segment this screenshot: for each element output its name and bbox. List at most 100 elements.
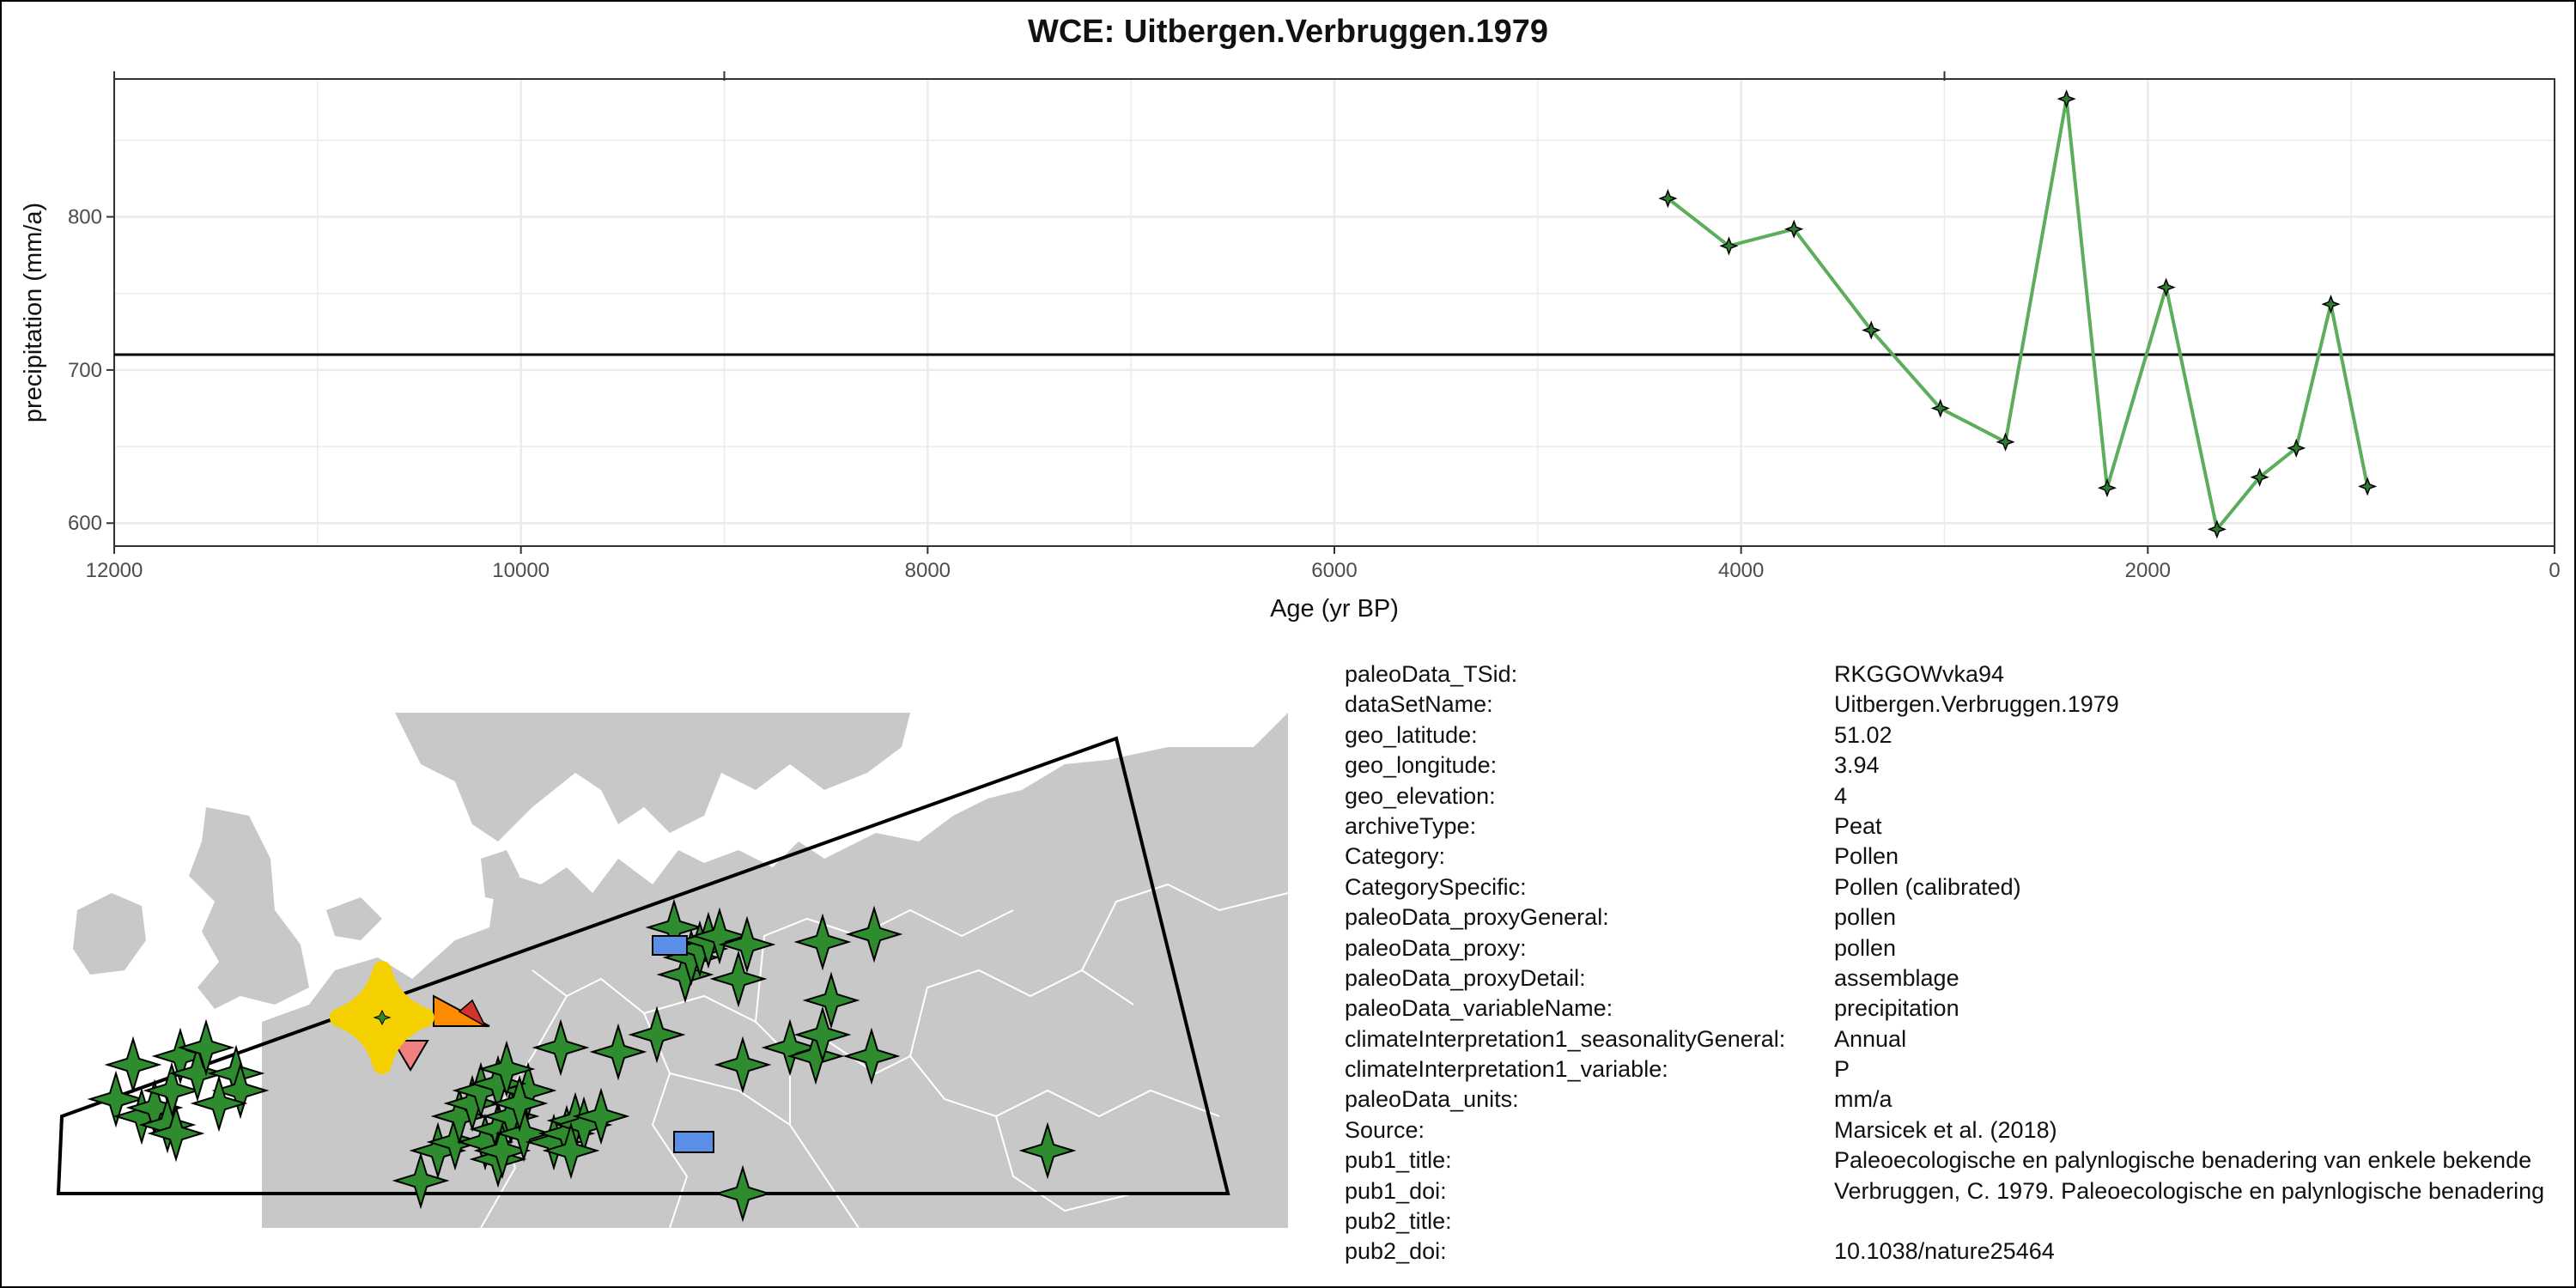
- grid: [112, 79, 2556, 546]
- pink-down-triangle-icon: [392, 1040, 429, 1072]
- metadata-key: pub2_doi:: [1345, 1238, 1447, 1265]
- four-point-star-icon: [714, 1164, 772, 1223]
- metadata-value: Verbruggen, C. 1979. Paleoecologische en…: [1834, 1177, 2545, 1204]
- data-point: [2358, 477, 2378, 496]
- data-point: [1930, 398, 1950, 418]
- metadata-key: dataSetName:: [1345, 691, 1493, 718]
- metadata-key: paleoData_TSid:: [1345, 661, 1518, 687]
- blue-rectangle-icon: [673, 1131, 714, 1153]
- four-point-star-icon: [628, 1005, 686, 1064]
- four-point-star-icon: [802, 971, 860, 1030]
- four-point-star-icon: [761, 1018, 819, 1077]
- four-point-star-icon: [147, 1104, 205, 1163]
- four-point-star-icon: [177, 1018, 235, 1077]
- x-axis-title: Age (yr BP): [1270, 595, 1399, 623]
- data-point: [2207, 519, 2227, 539]
- metadata-key: pub1_doi:: [1345, 1177, 1447, 1204]
- four-point-star-icon: [690, 907, 749, 965]
- four-point-star-icon: [87, 1070, 145, 1128]
- x-tick-label: 10000: [492, 559, 550, 582]
- data-point: [2250, 467, 2269, 487]
- metadata-key: climateInterpretation1_variable:: [1345, 1056, 1668, 1083]
- four-point-star-icon: [572, 1087, 630, 1145]
- data-point: [2321, 295, 2341, 314]
- metadata-key: archiveType:: [1345, 812, 1477, 839]
- four-point-star-icon: [709, 950, 768, 1008]
- metadata-key: geo_longitude:: [1345, 752, 1498, 779]
- metadata-key: paleoData_variableName:: [1345, 995, 1613, 1022]
- data-points: [1658, 89, 2378, 539]
- red-triangle-icon: [458, 999, 487, 1028]
- data-point: [1784, 219, 1804, 239]
- x-tick-label: 12000: [86, 559, 143, 582]
- four-point-star-icon: [426, 1113, 484, 1171]
- y-tick-label: 600: [68, 512, 102, 535]
- data-point: [2287, 438, 2306, 458]
- metadata-key: pub2_title:: [1345, 1208, 1452, 1235]
- data-point: [1719, 236, 1739, 256]
- metadata-value: Pollen (calibrated): [1834, 873, 2021, 900]
- scandinavia-landmass: [395, 713, 910, 841]
- metadata-value: Peat: [1834, 812, 1882, 839]
- region-boundary: [56, 736, 1230, 1195]
- highlighted-site: [330, 961, 434, 1074]
- metadata-value: Paleoecologische en palynlogische benade…: [1834, 1147, 2532, 1174]
- axis-ticks: 12000 10000 8000 6000 4000 2000 0 600 700 800: [68, 71, 2561, 582]
- x-tick-label: 0: [2549, 559, 2560, 582]
- metadata-value: RKGGOWvka94: [1834, 661, 2005, 687]
- four-point-star-icon: [190, 1074, 248, 1133]
- data-point: [1658, 189, 1678, 209]
- metadata-key: paleoData_units:: [1345, 1086, 1519, 1113]
- x-tick-label: 4000: [1718, 559, 1764, 582]
- four-point-star-icon: [477, 1040, 536, 1098]
- metadata-value: 3.94: [1834, 752, 1880, 779]
- metadata-key: pub1_title:: [1345, 1147, 1452, 1174]
- great-britain-landmass: [189, 807, 309, 1009]
- x-tick-label: 6000: [1311, 559, 1357, 582]
- time-series-plot: 12000 10000 8000 6000 4000 2000 0 600 700 800 Age…: [20, 71, 2561, 623]
- metadata-value: 4: [1834, 782, 1848, 809]
- metadata-value: 51.02: [1834, 721, 1893, 748]
- four-point-star-icon: [490, 1074, 549, 1133]
- metadata-value: 10.1038/nature25464: [1834, 1238, 2055, 1265]
- four-point-star-icon: [104, 1036, 162, 1094]
- metadata-key: Category:: [1345, 843, 1446, 870]
- metadata-key: CategorySpecific:: [1345, 873, 1527, 900]
- four-point-star-icon: [589, 1023, 647, 1081]
- four-point-star-icon: [793, 1005, 852, 1064]
- iceland-edge-landmass: [326, 897, 382, 940]
- metadata-key: paleoData_proxyGeneral:: [1345, 904, 1609, 931]
- metadata-value: pollen: [1834, 904, 1897, 931]
- four-point-star-icon: [473, 1121, 532, 1180]
- four-point-star-icon: [718, 915, 776, 974]
- y-axis-title: precipitation (mm/a): [20, 203, 47, 422]
- metadata-key: climateInterpretation1_seasonalityGenera…: [1345, 1025, 1786, 1052]
- metadata-value: Annual: [1834, 1025, 1907, 1052]
- data-point: [1862, 320, 1881, 340]
- four-point-star-icon: [373, 1009, 392, 1026]
- site-markers: [87, 898, 1077, 1223]
- x-tick-label: 8000: [905, 559, 951, 582]
- site-map: [56, 713, 1289, 1228]
- y-tick-label: 700: [68, 359, 102, 382]
- four-point-star-icon: [392, 1151, 450, 1210]
- metadata-key: Source:: [1345, 1116, 1425, 1143]
- four-point-star-icon: [542, 1121, 600, 1180]
- data-point: [2097, 478, 2117, 498]
- y-tick-label: 800: [68, 206, 102, 229]
- metadata-value: mm/a: [1834, 1086, 1893, 1113]
- four-point-star-icon: [845, 905, 903, 963]
- four-point-star-icon: [793, 913, 852, 971]
- metadata-key: geo_latitude:: [1345, 721, 1478, 748]
- metadata-key: paleoData_proxy:: [1345, 934, 1527, 961]
- data-point: [2057, 89, 2076, 109]
- data-point: [2156, 277, 2176, 297]
- metadata-value: Pollen: [1834, 843, 1899, 870]
- metadata-value: P: [1834, 1056, 1850, 1083]
- denmark-landmass: [481, 850, 519, 902]
- metadata-value: Uitbergen.Verbruggen.1979: [1834, 691, 2119, 718]
- four-point-star-icon: [211, 1061, 270, 1120]
- four-point-star-icon: [714, 1036, 772, 1094]
- blue-rectangle-icon: [652, 935, 688, 956]
